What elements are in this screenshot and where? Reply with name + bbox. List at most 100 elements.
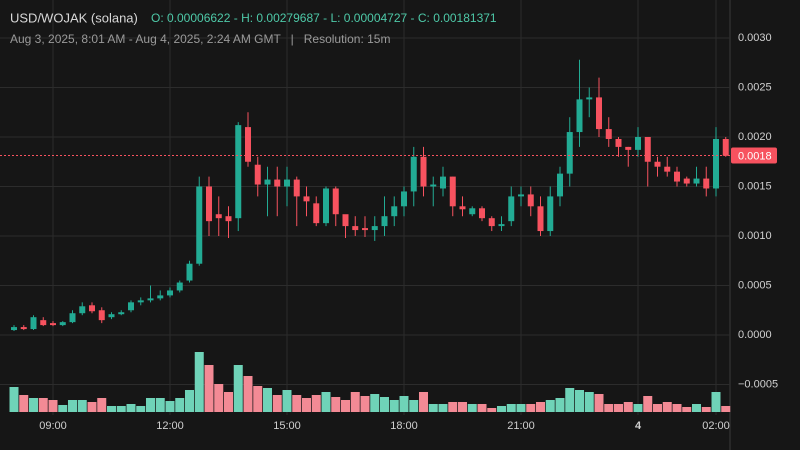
candle-body — [235, 125, 242, 219]
candle-body — [332, 188, 339, 215]
y-tick-label: 0.0010 — [738, 230, 772, 242]
volume-bar — [672, 404, 682, 412]
volume-bar — [604, 404, 614, 412]
candle-body — [30, 317, 37, 330]
candle-body — [401, 191, 407, 207]
candle-body — [293, 179, 300, 197]
candle-body — [722, 138, 729, 156]
y-tick-label: 0.0030 — [738, 32, 772, 44]
volume-bar — [29, 398, 38, 412]
volume-bar — [643, 396, 653, 412]
y-tick-label: 0.0005 — [738, 279, 772, 291]
volume-bar — [77, 400, 87, 412]
candle-body — [50, 323, 56, 326]
volume-bar — [331, 397, 341, 412]
candle-body — [488, 218, 495, 227]
volume-bar — [136, 406, 146, 412]
volume-bar — [9, 387, 19, 412]
volume-bar — [721, 406, 731, 412]
candle-body — [566, 132, 573, 174]
candle-body — [430, 184, 437, 187]
volume-bar — [497, 406, 506, 412]
volume-bar — [380, 397, 389, 412]
volume-bar — [350, 392, 360, 412]
volume-bar — [575, 390, 584, 412]
volume-bar — [653, 404, 662, 412]
candle-body — [703, 178, 710, 189]
volume-bar — [272, 395, 282, 412]
candle-body — [498, 224, 505, 227]
volume-bar — [692, 404, 701, 412]
candle-body — [693, 178, 700, 184]
volume-bar — [204, 365, 214, 412]
volume-bar — [614, 404, 623, 412]
candle-body — [98, 310, 105, 321]
candle-body — [518, 194, 524, 197]
volume-bar — [19, 395, 29, 412]
candle-body — [527, 194, 534, 207]
volume-bar — [341, 400, 350, 412]
volume-bar — [487, 408, 497, 412]
volume-bar — [701, 407, 711, 412]
candle-body — [79, 306, 86, 314]
volume-bar — [584, 392, 594, 412]
last-price-box — [731, 147, 777, 164]
candle-body — [313, 203, 320, 224]
volume-bar — [506, 404, 516, 412]
candle-body — [215, 214, 222, 219]
volume-bar — [565, 388, 575, 412]
candle-body — [157, 295, 164, 299]
volume-bar — [360, 396, 370, 412]
candle-body — [196, 186, 203, 264]
candle-body — [176, 282, 183, 291]
candle-body — [644, 137, 651, 162]
volume-bar — [711, 392, 721, 412]
volume-bar — [311, 395, 321, 412]
volume-bar — [370, 394, 380, 412]
y-tick-label: 0.0015 — [738, 180, 772, 192]
volume-bar — [302, 398, 311, 412]
volume-bar — [321, 392, 331, 412]
x-tick-label: 09:00 — [39, 420, 67, 432]
volume-bar — [58, 405, 68, 412]
volume-bar — [662, 402, 672, 412]
candle-body — [537, 206, 544, 232]
volume-bar — [458, 402, 467, 412]
volume-bar — [107, 406, 116, 412]
candle-body — [654, 161, 661, 167]
candle-body — [352, 226, 359, 231]
y-tick-label: −0.0005 — [738, 378, 778, 390]
candle-body — [469, 208, 476, 215]
volume-bar — [165, 401, 175, 412]
candle-body — [342, 214, 349, 227]
candle-body — [206, 186, 212, 222]
volume-bar — [126, 404, 136, 412]
volume-bar — [97, 398, 107, 412]
candle-body — [683, 178, 690, 184]
candle-body — [557, 173, 563, 197]
candle-body — [586, 97, 593, 100]
candle-body — [274, 179, 281, 187]
volume-bar — [292, 395, 302, 412]
candle-body — [420, 156, 427, 187]
volume-bar — [477, 404, 487, 412]
x-tick-label: 21:00 — [507, 420, 535, 432]
candle-body — [11, 327, 17, 331]
x-tick-label: 02:00 — [702, 420, 730, 432]
chart-title: USD/WOJAK (solana) — [10, 10, 138, 25]
x-tick-label: 18:00 — [390, 420, 418, 432]
plot: −0.0005 0.0000 0.0005 0.0010 0.0015 0.0020 0.0… — [0, 0, 778, 432]
volume-bar — [155, 398, 165, 412]
volume-bar — [448, 402, 458, 412]
volume-bar — [467, 404, 477, 412]
candle-body — [186, 263, 193, 281]
y-tick-label: 0.0000 — [738, 329, 772, 341]
candle-body — [108, 314, 115, 318]
candle-body — [449, 176, 456, 207]
volume-bar — [38, 398, 48, 412]
volume-bar — [116, 406, 126, 412]
candle-body — [284, 179, 290, 187]
volume-bar — [185, 390, 194, 412]
x-tick-label: 12:00 — [156, 420, 184, 432]
